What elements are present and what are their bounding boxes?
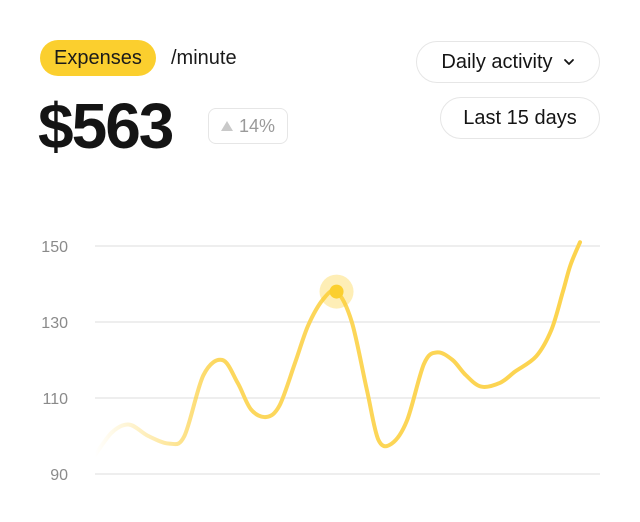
expenses-series-line xyxy=(93,240,582,457)
expenses-badge: Expenses xyxy=(40,40,156,76)
data-point xyxy=(110,430,114,434)
data-point xyxy=(146,434,150,438)
y-tick-label: 130 xyxy=(41,315,68,332)
triangle-up-icon xyxy=(221,121,233,131)
data-point xyxy=(435,350,439,354)
data-point xyxy=(306,324,310,328)
daily-activity-label: Daily activity xyxy=(441,50,553,73)
daily-activity-dropdown[interactable]: Daily activity xyxy=(416,41,600,83)
data-point xyxy=(464,373,468,377)
data-point xyxy=(277,404,281,408)
expenses-line-chart: 150 130 110 90 xyxy=(41,239,600,484)
change-value: 14% xyxy=(239,116,276,136)
y-tick-label: 90 xyxy=(50,467,68,484)
data-point xyxy=(498,381,502,385)
data-point xyxy=(405,419,409,423)
data-point xyxy=(93,453,97,457)
change-badge: 14% xyxy=(208,108,289,144)
data-point xyxy=(236,381,240,385)
data-point xyxy=(201,373,205,377)
data-point xyxy=(549,328,553,332)
data-point xyxy=(422,362,426,366)
data-point xyxy=(376,438,380,442)
data-point xyxy=(264,415,268,419)
unit-label: /minute xyxy=(171,47,237,69)
data-point xyxy=(513,369,517,373)
date-range-label: Last 15 days xyxy=(463,106,577,129)
data-point xyxy=(390,442,394,446)
data-point xyxy=(127,423,131,427)
data-point xyxy=(167,442,171,446)
highlighted-data-point[interactable] xyxy=(329,284,344,299)
y-tick-label: 110 xyxy=(42,391,68,408)
data-point xyxy=(561,290,565,294)
data-point xyxy=(534,354,538,358)
data-point xyxy=(451,358,455,362)
data-point xyxy=(249,407,253,411)
data-point xyxy=(568,263,572,267)
data-point xyxy=(293,362,297,366)
date-range-button[interactable]: Last 15 days xyxy=(440,97,600,139)
data-point xyxy=(365,388,369,392)
chevron-down-icon xyxy=(563,59,574,65)
data-point xyxy=(350,320,354,324)
data-point xyxy=(479,385,483,389)
data-point xyxy=(182,434,186,438)
amount-value: $563 xyxy=(38,90,174,162)
data-point xyxy=(578,240,582,244)
y-tick-label: 150 xyxy=(41,239,68,256)
data-point xyxy=(220,358,224,362)
